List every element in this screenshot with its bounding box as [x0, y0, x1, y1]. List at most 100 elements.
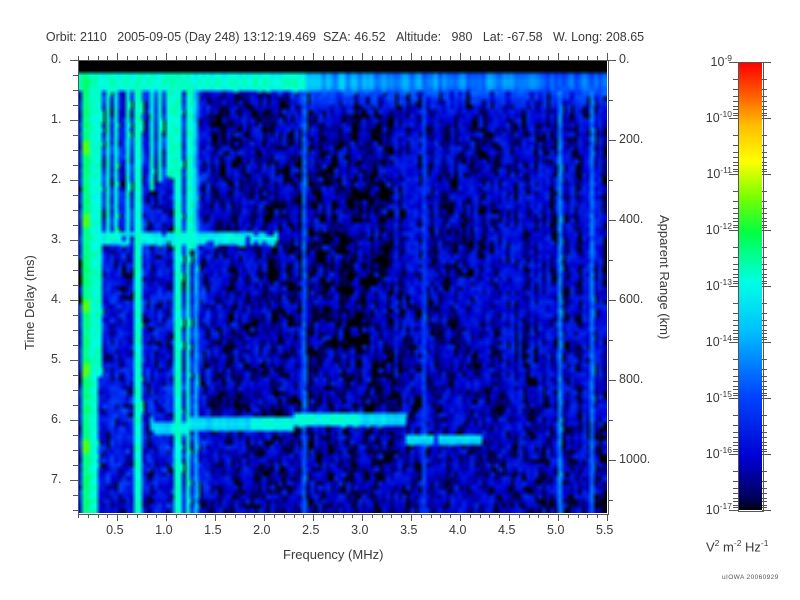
colorbar-tick	[762, 333, 767, 334]
axis-tick	[137, 514, 138, 518]
colorbar-tick	[733, 339, 738, 340]
axis-tick	[73, 210, 78, 211]
axis-tick	[254, 514, 255, 518]
axis-tick	[70, 300, 78, 301]
colorbar-tick	[762, 415, 767, 416]
axis-tick	[73, 495, 78, 496]
y-tick-label: 3.	[51, 232, 62, 246]
axis-tick	[73, 450, 78, 451]
axis-tick	[88, 56, 89, 60]
colorbar-tick	[729, 454, 738, 455]
colorbar-tick-label: 10-11	[706, 165, 732, 182]
colorbar-tick	[762, 330, 767, 331]
axis-tick	[548, 514, 549, 518]
axis-tick	[519, 56, 520, 60]
colorbar-tick	[762, 113, 767, 114]
axis-tick	[215, 514, 216, 521]
colorbar-tick	[733, 381, 738, 382]
axis-tick	[608, 340, 613, 341]
axis-tick	[480, 514, 481, 518]
axis-tick	[440, 514, 441, 518]
axis-tick	[568, 514, 569, 518]
colorbar-tick-label: 10-17	[705, 501, 732, 518]
axis-tick	[73, 270, 78, 271]
colorbar-tick	[762, 337, 767, 338]
y-tick-label: 6.	[51, 412, 62, 426]
axis-tick	[245, 514, 246, 518]
y2-tick-label: 400.	[619, 212, 644, 227]
sza-label: SZA:	[322, 30, 351, 44]
colorbar-tick	[733, 169, 738, 170]
x-tick-label: 3.5	[400, 523, 418, 537]
axis-tick	[70, 360, 78, 361]
colorbar-tick	[762, 398, 771, 399]
colorbar-tick	[729, 510, 738, 511]
axis-tick	[196, 514, 197, 518]
axis-tick	[73, 195, 78, 196]
axis-tick	[411, 514, 412, 521]
axis-tick	[538, 514, 539, 518]
colorbar-tick	[729, 342, 738, 343]
axis-tick	[73, 105, 78, 106]
colorbar-tick	[762, 89, 767, 90]
colorbar-tick	[733, 393, 738, 394]
colorbar-tick	[733, 264, 738, 265]
colorbar-tick	[733, 376, 738, 377]
lat-value: -67.58	[507, 30, 543, 44]
colorbar-tick	[733, 449, 738, 450]
axis-tick	[538, 56, 539, 60]
x-tick-label: 2.0	[253, 523, 271, 537]
axis-tick	[558, 514, 559, 521]
axis-tick	[73, 150, 78, 151]
x-tick-label: 4.0	[449, 523, 467, 537]
axis-tick	[509, 53, 510, 60]
axis-tick	[107, 56, 108, 60]
colorbar-tick	[733, 213, 738, 214]
colorbar-tick	[762, 213, 767, 214]
colorbar-unit-label: V2 m-2 Hz-1	[706, 538, 769, 555]
axis-tick	[70, 60, 78, 61]
axis-tick	[421, 514, 422, 518]
y2-tick-label: 600.	[619, 292, 644, 307]
colorbar-tick-label: 10-14	[705, 333, 732, 350]
colorbar-tick	[733, 257, 738, 258]
colorbar-tick	[762, 437, 767, 438]
colorbar-tick	[733, 337, 738, 338]
colorbar-tick	[733, 221, 738, 222]
wlong-value: 208.65	[605, 30, 645, 44]
axis-tick	[608, 460, 616, 461]
colorbar-tick	[733, 325, 738, 326]
axis-tick	[372, 56, 373, 60]
colorbar-tick	[733, 115, 738, 116]
axis-tick	[450, 514, 451, 518]
axis-tick	[587, 56, 588, 60]
axis-tick	[597, 514, 598, 518]
axis-tick	[372, 514, 373, 518]
colorbar-tick	[733, 471, 738, 472]
credit-text: uIOWA 20060929	[722, 574, 779, 581]
colorbar-tick	[762, 264, 767, 265]
colorbar-tick	[733, 451, 738, 452]
axis-tick	[578, 56, 579, 60]
colorbar-tick	[762, 432, 767, 433]
axis-tick	[137, 56, 138, 60]
axis-tick	[333, 56, 334, 60]
colorbar-tick-label: 10-13	[705, 277, 732, 294]
colorbar-tick	[733, 109, 738, 110]
colorbar-tick	[733, 96, 738, 97]
y2-tick-label: 800.	[619, 372, 644, 387]
observation-datetime: 2005-09-05 (Day 248) 13:12:19.469	[117, 30, 317, 44]
axis-tick	[156, 514, 157, 518]
colorbar-tick	[733, 113, 738, 114]
colorbar-tick	[733, 145, 738, 146]
colorbar-tick-label: 10-10	[705, 109, 732, 126]
x-tick-label: 1.0	[155, 523, 173, 537]
axis-tick	[421, 56, 422, 60]
colorbar-tick	[729, 286, 738, 287]
axis-tick	[78, 514, 79, 518]
colorbar-tick	[733, 303, 738, 304]
colorbar-tick	[762, 449, 767, 450]
colorbar-tick	[762, 389, 767, 390]
colorbar-tick	[733, 157, 738, 158]
axis-tick	[607, 514, 608, 521]
